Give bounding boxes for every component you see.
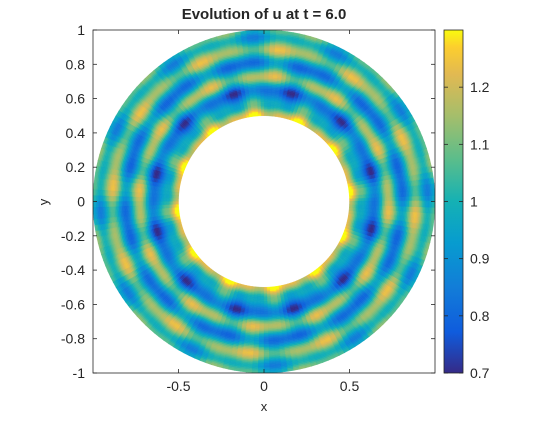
plot-area	[93, 30, 435, 373]
chart-title: Evolution of u at t = 6.0	[182, 6, 347, 23]
